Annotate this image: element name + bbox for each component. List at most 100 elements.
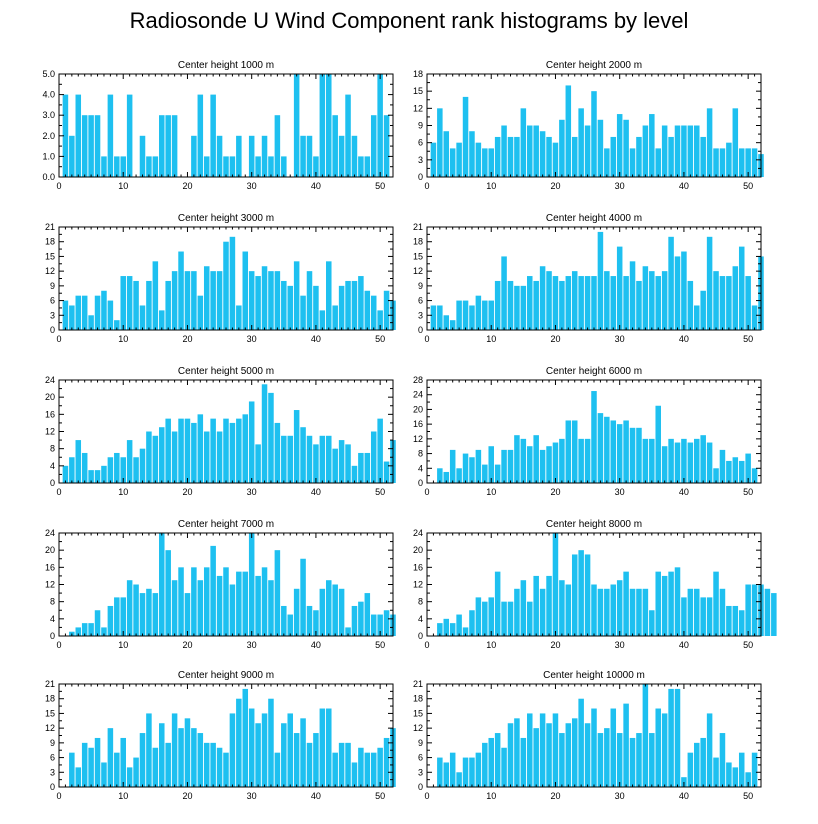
bar [165,418,171,484]
bar [604,148,610,177]
bar [203,567,210,636]
bar [62,300,69,330]
bar [345,627,351,636]
x-tick-label: 30 [615,181,625,191]
bar [146,713,152,787]
y-tick-label: 28 [413,375,423,385]
bar [81,295,88,330]
x-tick-label: 30 [247,640,257,650]
bar [171,580,178,636]
x-tick-label: 50 [375,334,385,344]
bar [268,271,274,330]
bar [732,767,739,787]
panel-title: Center height 1000 m [178,60,274,71]
bar [533,435,539,483]
bar [507,723,514,787]
x-tick-label: 40 [679,640,689,650]
bar [274,271,281,330]
y-tick-label: 20 [45,392,55,402]
bar [326,435,332,483]
bar [306,605,313,636]
bar [655,148,661,177]
bar [377,310,383,330]
bar [165,115,171,177]
x-tick-label: 20 [550,487,560,497]
bar [197,295,204,330]
bar [642,266,649,330]
y-tick-label: 3 [418,767,423,777]
bar [242,414,249,483]
bar [488,597,494,637]
bar [332,448,338,483]
bar [338,285,345,330]
bar [732,108,739,177]
bar [287,435,293,483]
y-tick-label: 18 [413,694,423,704]
bar [694,742,700,787]
x-tick-label: 30 [247,791,257,801]
y-tick-label: 1.0 [42,151,55,161]
bar [358,276,364,330]
bar [229,713,236,787]
bar [75,767,82,787]
bar [62,465,69,483]
bar [539,131,546,177]
y-tick-label: 15 [413,251,423,261]
bar [197,414,204,483]
bar [139,593,146,636]
x-tick-label: 50 [375,181,385,191]
bar [751,468,758,483]
x-tick-label: 50 [743,181,753,191]
bar [539,266,546,330]
y-tick-label: 12 [45,427,55,437]
bar [345,742,351,787]
bar [527,713,533,787]
bar [293,74,300,177]
bar [261,567,268,636]
bar [488,300,494,330]
bar [171,713,178,787]
bar [629,427,636,483]
bar [107,457,114,483]
bar [687,752,694,787]
bar [559,580,565,636]
bar [300,135,306,177]
x-tick-label: 0 [424,181,429,191]
y-tick-label: 21 [413,222,423,232]
bar [514,285,520,330]
bar [661,575,668,636]
bar [597,231,604,330]
bar [75,440,82,483]
bar [319,588,326,636]
bar [326,580,332,636]
bar [559,119,565,177]
bar [514,435,520,483]
bar [456,142,462,177]
bar [281,723,287,787]
bar [443,131,450,177]
bar [649,114,655,177]
bar [745,148,751,177]
bar [159,115,165,177]
y-tick-label: 8 [418,449,423,459]
y-tick-label: 20 [45,545,55,555]
bar [571,136,578,177]
bar [584,723,591,787]
bar [482,601,488,636]
bar [694,125,700,177]
y-tick-label: 6 [50,753,55,763]
bar [300,427,306,483]
bar [358,747,364,787]
bar [120,737,126,787]
bar [738,752,745,787]
bar [338,135,345,177]
bar [539,588,546,636]
x-tick-label: 30 [615,334,625,344]
bar [713,148,719,177]
bar [482,148,488,177]
bar [674,442,681,483]
bar [629,588,636,636]
x-tick-label: 50 [743,487,753,497]
bar [229,422,236,483]
bar [501,256,507,330]
